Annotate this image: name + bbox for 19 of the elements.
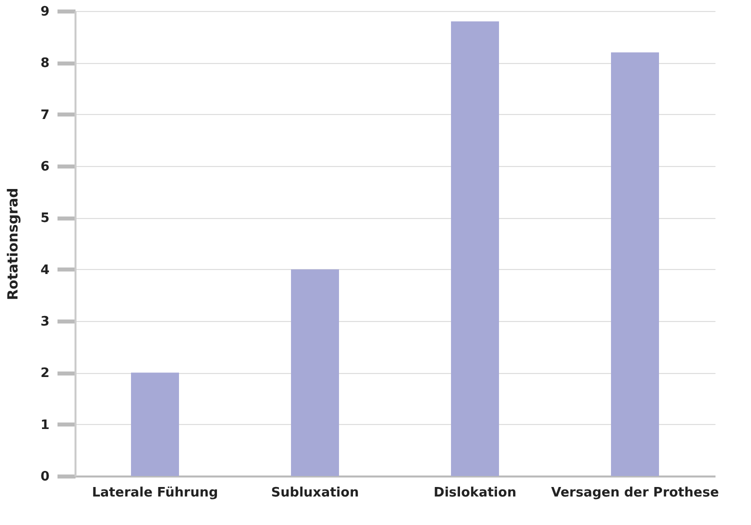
y-tick-label: 3	[40, 314, 50, 330]
y-tick-label: 2	[40, 366, 50, 382]
x-tick-label: Versagen der Prothese	[551, 486, 720, 500]
y-tick-label: 5	[40, 211, 50, 226]
y-tick-label: 6	[40, 160, 50, 174]
x-tick-label: Dislokation	[434, 486, 516, 500]
bar	[131, 372, 179, 476]
bar	[611, 52, 659, 476]
y-tick-label: 8	[40, 56, 50, 72]
y-tick-label: 9	[40, 4, 50, 20]
y-axis-title: Rotationsgrad	[5, 188, 22, 300]
y-tick-label: 1	[40, 418, 50, 433]
y-tick-label: 0	[40, 470, 50, 484]
bar	[291, 269, 339, 476]
bar	[451, 21, 499, 476]
y-tick-label: 7	[40, 108, 50, 123]
x-tick-label: Laterale Führung	[92, 486, 218, 500]
y-tick-label: 4	[40, 262, 50, 278]
x-tick-label: Subluxation	[271, 486, 359, 500]
